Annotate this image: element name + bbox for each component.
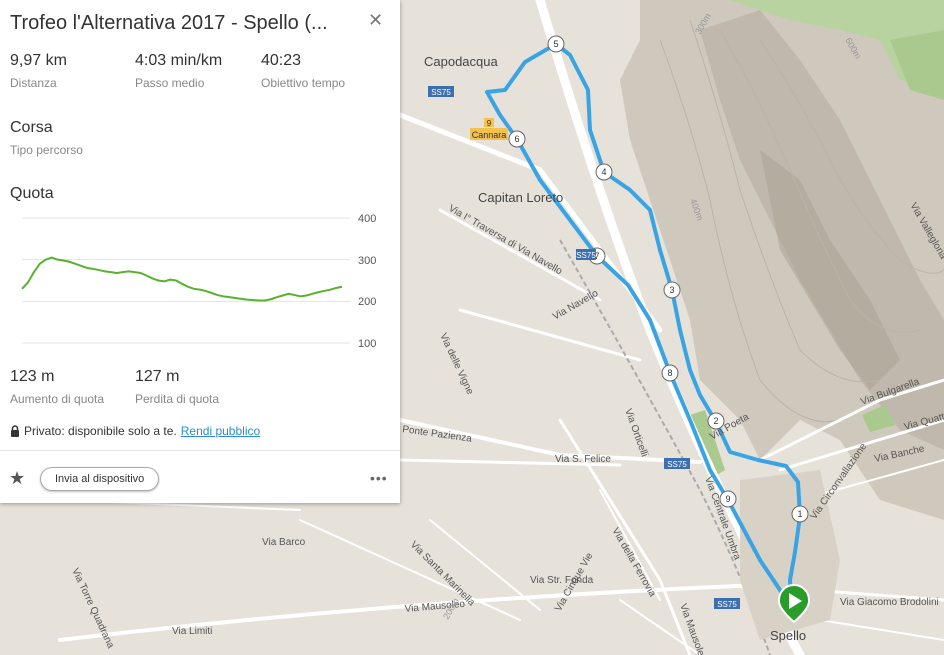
km-marker-4: 4 bbox=[595, 163, 613, 181]
distance-value: 9,97 km bbox=[10, 52, 67, 69]
svg-text:7: 7 bbox=[594, 251, 599, 261]
label-via-mausoleo-1: Via Mausoleo bbox=[404, 599, 466, 615]
park-area-2 bbox=[862, 405, 895, 432]
label-via-limiti: Via Limiti bbox=[172, 626, 212, 637]
goal-time-label: Obiettivo tempo bbox=[261, 76, 346, 90]
svg-text:1: 1 bbox=[797, 509, 802, 519]
close-icon[interactable]: ✕ bbox=[368, 10, 384, 30]
label-via-brodolini: Via Giacomo Brodolini bbox=[840, 597, 939, 608]
hill-shade-2 bbox=[760, 150, 900, 390]
hill-terrain bbox=[620, 0, 944, 520]
privacy-row: Privato: disponibile solo a te. Rendi pu… bbox=[10, 424, 260, 438]
km-marker-5: 5 bbox=[547, 35, 565, 53]
svg-text:Cannara: Cannara bbox=[472, 130, 507, 140]
privacy-text: Privato: disponibile solo a te. bbox=[24, 424, 177, 438]
gain-label: Aumento di quota bbox=[10, 392, 105, 406]
stat-goal-time: 40:23 Obiettivo tempo bbox=[261, 52, 345, 90]
forest-area-2 bbox=[890, 30, 944, 100]
town-area bbox=[740, 470, 840, 640]
pace-value: 4:03 min/km bbox=[135, 52, 223, 69]
label-via-felice: Via S. Felice bbox=[555, 454, 611, 465]
label-capitan-loreto: Capitan Loreto bbox=[478, 190, 563, 205]
svg-text:9: 9 bbox=[487, 119, 492, 128]
route-line bbox=[485, 42, 802, 607]
distance-label: Distanza bbox=[10, 76, 57, 90]
svg-text:6: 6 bbox=[514, 134, 519, 144]
route-title: Trofeo l'Alternativa 2017 - Spello (... bbox=[10, 12, 328, 34]
svg-text:SS75: SS75 bbox=[576, 251, 596, 260]
pace-label: Passo medio bbox=[135, 76, 205, 90]
forest-area bbox=[730, 0, 944, 90]
loss-value: 127 m bbox=[135, 368, 180, 385]
km-marker-3: 3 bbox=[663, 281, 681, 299]
label-via-barco: Via Barco bbox=[262, 537, 306, 548]
park-area bbox=[690, 410, 725, 478]
goal-time-value: 40:23 bbox=[261, 52, 302, 69]
route-type-value: Corsa bbox=[10, 119, 53, 136]
label-via-str-fonda: Via Str. Fonda bbox=[530, 575, 594, 586]
y-tick-400: 400 bbox=[358, 213, 377, 225]
contour-lines bbox=[659, 19, 944, 423]
svg-text:4: 4 bbox=[601, 167, 606, 177]
elevation-line bbox=[21, 256, 343, 302]
shield-ss75-2: SS75 bbox=[576, 249, 596, 260]
loss-label: Perdita di quota bbox=[135, 392, 220, 406]
y-tick-200: 200 bbox=[358, 296, 377, 308]
km-marker-2: 2 bbox=[707, 412, 725, 430]
stat-pace: 4:03 min/km Passo medio bbox=[135, 52, 222, 90]
stat-distance: 9,97 km Distanza bbox=[10, 52, 67, 90]
shield-cannara: 9 Cannara bbox=[470, 118, 508, 140]
route-type-label: Tipo percorso bbox=[10, 143, 83, 157]
svg-text:SS75: SS75 bbox=[667, 460, 687, 469]
svg-text:2: 2 bbox=[713, 416, 718, 426]
svg-text:SS75: SS75 bbox=[717, 600, 737, 609]
send-to-device-button[interactable]: Invia al dispositivo bbox=[40, 467, 160, 491]
route-panel: Trofeo l'Alternativa 2017 - Spello (... … bbox=[0, 0, 400, 503]
shield-ss75-4: SS75 bbox=[714, 598, 740, 609]
km-marker-8: 8 bbox=[661, 364, 679, 382]
svg-text:SS75: SS75 bbox=[431, 88, 451, 97]
more-icon[interactable]: ••• bbox=[370, 470, 388, 486]
lock-icon bbox=[11, 425, 19, 437]
elevation-chart bbox=[10, 210, 390, 360]
km-marker-6: 6 bbox=[508, 130, 526, 148]
stat-gain: 123 m Aumento di quota bbox=[10, 368, 104, 406]
svg-text:8: 8 bbox=[667, 368, 672, 378]
svg-text:3: 3 bbox=[669, 285, 674, 295]
shield-ss75-1: SS75 bbox=[428, 86, 454, 97]
star-icon[interactable]: ★ bbox=[9, 468, 26, 488]
label-capodacqua: Capodacqua bbox=[424, 54, 498, 69]
svg-text:9: 9 bbox=[725, 494, 730, 504]
km-marker-9: 9 bbox=[719, 490, 737, 508]
gain-value: 123 m bbox=[10, 368, 55, 385]
svg-text:5: 5 bbox=[553, 39, 558, 49]
make-public-link[interactable]: Rendi pubblico bbox=[180, 424, 261, 438]
elevation-title: Quota bbox=[10, 185, 54, 202]
km-marker-1: 1 bbox=[791, 505, 809, 523]
start-marker[interactable] bbox=[777, 584, 811, 624]
y-tick-300: 300 bbox=[358, 255, 377, 267]
shield-ss75-3: SS75 bbox=[664, 458, 690, 469]
label-spello: Spello bbox=[770, 628, 806, 643]
y-tick-100: 100 bbox=[358, 338, 377, 350]
divider bbox=[0, 450, 400, 451]
stat-loss: 127 m Perdita di quota bbox=[135, 368, 219, 406]
